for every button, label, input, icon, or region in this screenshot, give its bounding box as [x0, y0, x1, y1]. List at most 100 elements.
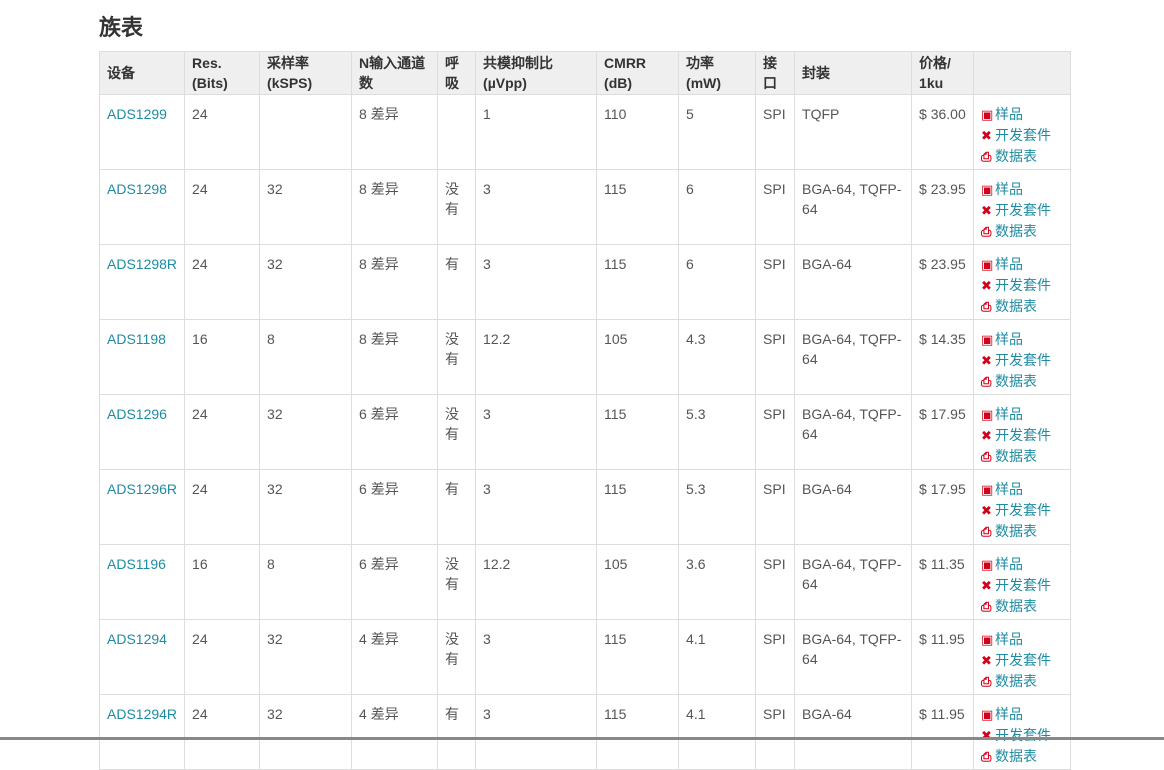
datasheet-link[interactable]: ⎙ 数据表 [981, 371, 1063, 392]
cell: 4.1 [678, 619, 757, 695]
table-row: ADS1196 16 8 6 差异 没有 12.2 105 3.6 SPI BGA-64, TQF… [98, 544, 1072, 620]
cell: 115 [596, 619, 680, 695]
cell: 32 [259, 244, 353, 320]
sample-link[interactable]: ▣ 样品 [981, 329, 1063, 350]
cell: 115 [596, 394, 680, 470]
tools-icon: ✖ [981, 203, 992, 218]
column-header: 采样率 (kSPS) [259, 51, 353, 95]
cell: TQFP [794, 94, 913, 170]
cell: 8 [259, 544, 353, 620]
devkit-link[interactable]: ✖ 开发套件 [981, 650, 1063, 671]
cell: 24 [184, 469, 261, 545]
cell: 有 [437, 694, 477, 770]
cell: $ 23.95 [911, 244, 975, 320]
cell: $ 11.95 [911, 694, 975, 770]
devkit-link[interactable]: ✖ 开发套件 [981, 125, 1063, 146]
actions-cell: ▣ 样品 ✖ 开发套件 ⎙ 数据表 [973, 694, 1072, 770]
datasheet-link[interactable]: ⎙ 数据表 [981, 221, 1063, 242]
tools-icon: ✖ [981, 128, 992, 143]
sample-link[interactable]: ▣ 样品 [981, 479, 1063, 500]
cell: 8 [259, 319, 353, 395]
sample-link[interactable]: ▣ 样品 [981, 629, 1063, 650]
sample-link[interactable]: ▣ 样品 [981, 254, 1063, 275]
devkit-link[interactable]: ✖ 开发套件 [981, 350, 1063, 371]
device-link[interactable]: ADS1298R [107, 256, 178, 272]
devkit-link[interactable]: ✖ 开发套件 [981, 500, 1063, 521]
cell: 24 [184, 694, 261, 770]
pdf-icon: ⎙ [981, 449, 992, 464]
datasheet-label: 数据表 [995, 373, 1038, 389]
cell: 24 [184, 169, 261, 245]
device-link[interactable]: ADS1196 [107, 556, 166, 572]
datasheet-link[interactable]: ⎙ 数据表 [981, 671, 1063, 692]
devkit-link[interactable]: ✖ 开发套件 [981, 425, 1063, 446]
device-link[interactable]: ADS1198 [107, 331, 166, 347]
datasheet-label: 数据表 [995, 598, 1038, 614]
cell: 5 [678, 94, 757, 170]
cell: 5.3 [678, 394, 757, 470]
devkit-link[interactable]: ✖ 开发套件 [981, 200, 1063, 221]
cell: 115 [596, 169, 680, 245]
device-link[interactable]: ADS1294R [107, 706, 178, 722]
cell: SPI [755, 394, 796, 470]
devkit-label: 开发套件 [995, 502, 1052, 518]
devkit-link[interactable]: ✖ 开发套件 [981, 275, 1063, 296]
chip-icon: ▣ [981, 257, 994, 272]
device-link[interactable]: ADS1298 [107, 181, 167, 197]
datasheet-link[interactable]: ⎙ 数据表 [981, 746, 1063, 767]
cell: SPI [755, 544, 796, 620]
sample-link[interactable]: ▣ 样品 [981, 554, 1063, 575]
cell: 16 [184, 319, 261, 395]
actions-cell: ▣ 样品 ✖ 开发套件 ⎙ 数据表 [973, 319, 1072, 395]
column-header: 价格/ 1ku [911, 51, 975, 95]
datasheet-link[interactable]: ⎙ 数据表 [981, 521, 1063, 542]
cell: $ 11.95 [911, 619, 975, 695]
cell: BGA-64, TQFP-64 [794, 319, 913, 395]
cell: 115 [596, 244, 680, 320]
column-header: 功率 (mW) [678, 51, 757, 95]
scrollbar-edge [0, 737, 1164, 740]
cell: ADS1299 [98, 94, 186, 170]
cell: BGA-64, TQFP-64 [794, 544, 913, 620]
cell: 32 [259, 469, 353, 545]
cell: 有 [437, 244, 477, 320]
datasheet-label: 数据表 [995, 523, 1038, 539]
device-link[interactable]: ADS1296R [107, 481, 178, 497]
datasheet-link[interactable]: ⎙ 数据表 [981, 446, 1063, 467]
cell: SPI [755, 619, 796, 695]
sample-link[interactable]: ▣ 样品 [981, 704, 1063, 725]
cell: 24 [184, 619, 261, 695]
cell: BGA-64, TQFP-64 [794, 169, 913, 245]
device-link[interactable]: ADS1299 [107, 106, 167, 122]
devkit-label: 开发套件 [995, 202, 1052, 218]
sample-link[interactable]: ▣ 样品 [981, 104, 1063, 125]
datasheet-link[interactable]: ⎙ 数据表 [981, 596, 1063, 617]
tools-icon: ✖ [981, 653, 992, 668]
device-link[interactable]: ADS1294 [107, 631, 167, 647]
devkit-link[interactable]: ✖ 开发套件 [981, 725, 1063, 746]
chip-icon: ▣ [981, 182, 994, 197]
actions-cell: ▣ 样品 ✖ 开发套件 ⎙ 数据表 [973, 469, 1072, 545]
pdf-icon: ⎙ [981, 524, 992, 539]
column-header: Res. (Bits) [184, 51, 261, 95]
devkit-link[interactable]: ✖ 开发套件 [981, 575, 1063, 596]
actions-cell: ▣ 样品 ✖ 开发套件 ⎙ 数据表 [973, 169, 1072, 245]
sample-label: 样品 [995, 256, 1024, 272]
tools-icon: ✖ [981, 428, 992, 443]
cell [259, 94, 353, 170]
datasheet-link[interactable]: ⎙ 数据表 [981, 296, 1063, 317]
device-link[interactable]: ADS1296 [107, 406, 167, 422]
sample-link[interactable]: ▣ 样品 [981, 179, 1063, 200]
column-header [973, 51, 1072, 95]
chip-icon: ▣ [981, 632, 994, 647]
cell: SPI [755, 469, 796, 545]
datasheet-link[interactable]: ⎙ 数据表 [981, 146, 1063, 167]
chip-icon: ▣ [981, 557, 994, 572]
cell: 3 [475, 394, 598, 470]
sample-link[interactable]: ▣ 样品 [981, 404, 1063, 425]
cell: 4.1 [678, 694, 757, 770]
devkit-label: 开发套件 [995, 352, 1052, 368]
column-header: 设备 [98, 51, 186, 95]
cell: ADS1196 [98, 544, 186, 620]
cell: 6 差异 [351, 469, 439, 545]
